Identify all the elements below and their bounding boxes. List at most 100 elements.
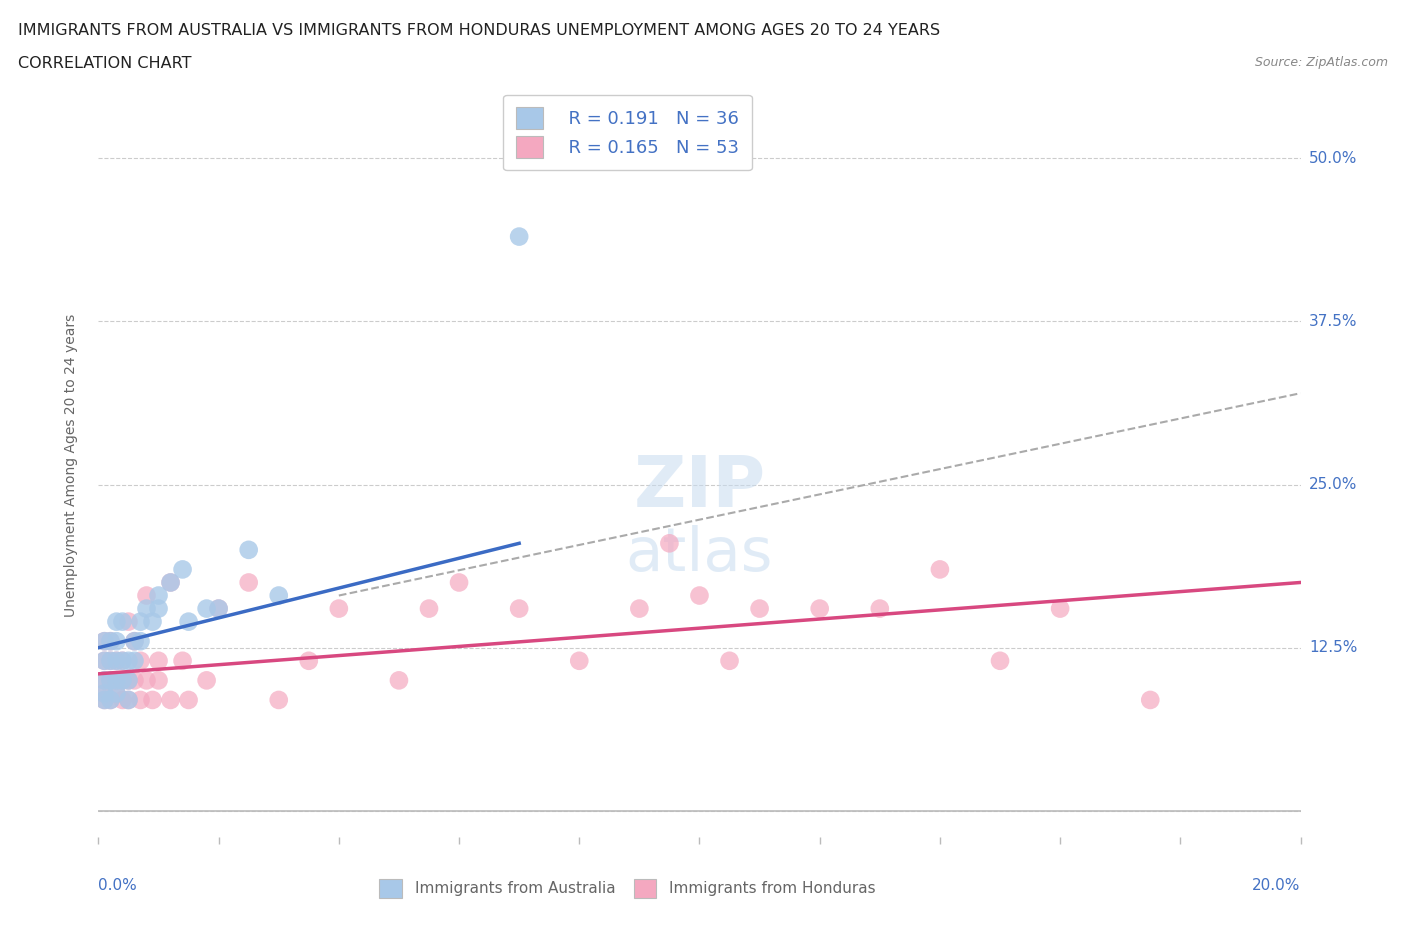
Point [105,686,128,701]
Text: 50.0%: 50.0% [1309,151,1357,166]
Point [93,633,115,648]
Point [105,614,128,629]
Point [208,601,231,616]
Point [105,673,128,688]
Point [388,673,411,688]
Point [100,654,122,669]
Point [177,693,200,708]
Point [93,693,115,708]
Point [1049,601,1071,616]
Point [159,575,181,590]
Point [124,633,146,648]
Point [177,614,200,629]
Point [105,673,128,688]
Point [117,673,139,688]
Point [124,673,146,688]
Point [148,588,170,603]
Point [100,633,122,648]
Point [628,601,651,616]
Point [105,686,128,701]
Point [135,601,157,616]
Text: CORRELATION CHART: CORRELATION CHART [18,56,191,71]
Point [105,654,128,669]
Point [129,654,152,669]
Point [508,601,530,616]
Point [328,601,350,616]
Point [929,562,952,577]
Text: 0.0%: 0.0% [98,878,138,893]
Point [159,693,181,708]
Point [141,693,163,708]
Legend: Immigrants from Australia, Immigrants from Honduras: Immigrants from Australia, Immigrants fr… [374,873,882,904]
Point [172,562,194,577]
Point [117,693,139,708]
Point [748,601,770,616]
Point [117,693,139,708]
Point [105,633,128,648]
Text: IMMIGRANTS FROM AUSTRALIA VS IMMIGRANTS FROM HONDURAS UNEMPLOYMENT AMONG AGES 20: IMMIGRANTS FROM AUSTRALIA VS IMMIGRANTS … [18,23,941,38]
Point [148,654,170,669]
Point [141,614,163,629]
Point [129,614,152,629]
Point [100,673,122,688]
Point [195,673,218,688]
Text: Source: ZipAtlas.com: Source: ZipAtlas.com [1254,56,1388,69]
Text: 37.5%: 37.5% [1309,314,1357,329]
Text: 20.0%: 20.0% [1253,878,1301,893]
Point [117,614,139,629]
Point [93,654,115,669]
Point [117,654,139,669]
Point [100,693,122,708]
Text: atlas: atlas [626,525,773,584]
Point [267,693,290,708]
Point [111,654,134,669]
Point [111,673,134,688]
Point [100,693,122,708]
Point [111,673,134,688]
Point [988,654,1011,669]
Point [135,673,157,688]
Point [447,575,470,590]
Point [93,686,115,701]
Point [658,536,681,551]
Text: 12.5%: 12.5% [1309,640,1357,656]
Point [208,601,231,616]
Point [238,542,260,557]
Point [111,693,134,708]
Point [105,654,128,669]
Point [93,633,115,648]
Point [238,575,260,590]
Point [688,588,710,603]
Point [111,614,134,629]
Point [195,601,218,616]
Point [808,601,831,616]
Point [129,633,152,648]
Point [508,229,530,244]
Point [172,654,194,669]
Point [298,654,321,669]
Point [100,654,122,669]
Point [869,601,891,616]
Text: 25.0%: 25.0% [1309,477,1357,492]
Point [1139,693,1161,708]
Point [100,633,122,648]
Point [93,686,115,701]
Point [93,673,115,688]
Point [718,654,741,669]
Point [418,601,440,616]
Point [568,654,591,669]
Point [148,601,170,616]
Y-axis label: Unemployment Among Ages 20 to 24 years: Unemployment Among Ages 20 to 24 years [63,313,77,617]
Point [93,693,115,708]
Point [135,588,157,603]
Point [100,673,122,688]
Point [111,654,134,669]
Point [117,673,139,688]
Point [93,673,115,688]
Point [129,693,152,708]
Point [124,654,146,669]
Point [267,588,290,603]
Point [148,673,170,688]
Text: ZIP: ZIP [633,453,766,522]
Point [124,633,146,648]
